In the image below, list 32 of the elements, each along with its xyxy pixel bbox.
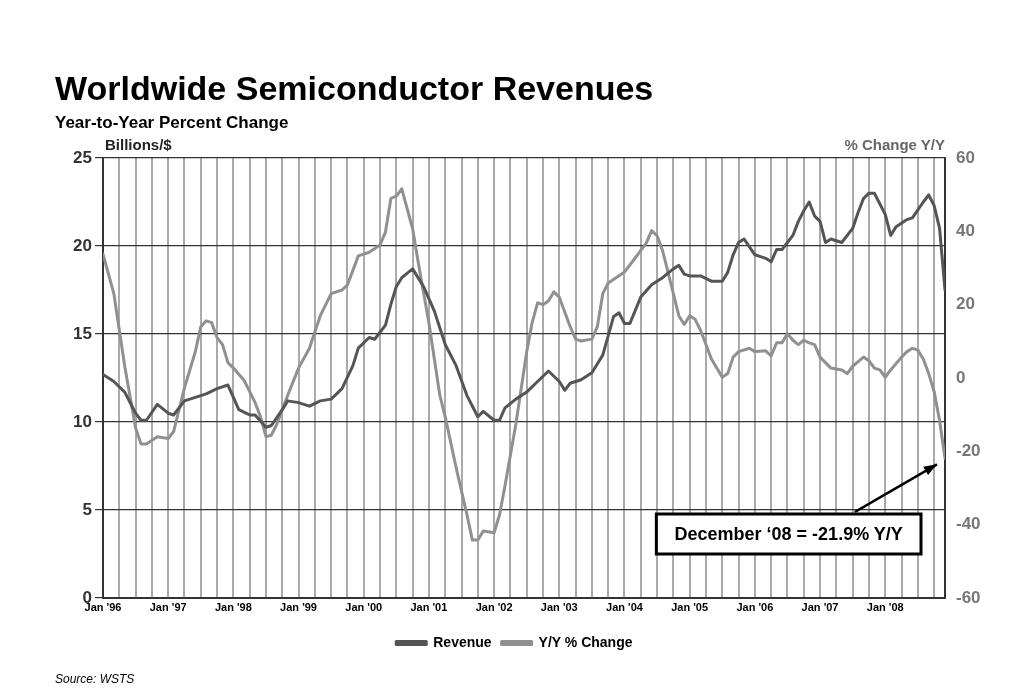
y2-tick-label: 0	[956, 367, 966, 387]
x-tick-label: Jan '01	[410, 600, 448, 613]
y2-tick-label: -20	[956, 441, 981, 461]
y-axis-title: Billions/$	[105, 136, 173, 153]
legend-label: Y/Y % Change	[538, 633, 633, 650]
x-tick-label: Jan '98	[214, 600, 252, 613]
legend-label: Revenue	[433, 633, 492, 650]
y2-tick-label: -60	[956, 587, 981, 607]
y-tick-label: 20	[73, 235, 92, 255]
chart-subtitle: Year-to-Year Percent Change	[55, 113, 289, 132]
y-tick-label: 10	[73, 411, 92, 431]
x-tick-label: Jan '07	[801, 600, 839, 613]
x-tick-label: Jan '08	[866, 600, 904, 613]
x-tick-label: Jan '97	[149, 600, 187, 613]
x-tick-label: Jan '03	[540, 600, 578, 613]
y2-tick-label: 20	[956, 294, 975, 314]
x-tick-label: Jan '99	[280, 600, 317, 613]
chart-title: Worldwide Semiconductor Revenues	[55, 69, 654, 107]
source-note: Source: WSTS	[55, 672, 135, 687]
y2-tick-label: -40	[956, 514, 981, 534]
annotation: December ‘08 = -21.9% Y/Y	[674, 523, 903, 544]
x-tick-label: Jan '00	[345, 600, 383, 613]
x-tick-label: Jan '06	[736, 600, 774, 613]
y2-axis-title: % Change Y/Y	[844, 136, 945, 153]
y-tick-label: 5	[82, 499, 92, 519]
y2-tick-label: 60	[956, 147, 975, 167]
y-tick-label: 25	[73, 147, 92, 167]
x-tick-label: Jan '02	[475, 600, 513, 613]
y-tick-label: 15	[73, 323, 92, 343]
y2-tick-label: 40	[956, 221, 975, 241]
x-tick-label: Jan '04	[606, 600, 644, 613]
x-tick-label: Jan '05	[671, 600, 709, 613]
